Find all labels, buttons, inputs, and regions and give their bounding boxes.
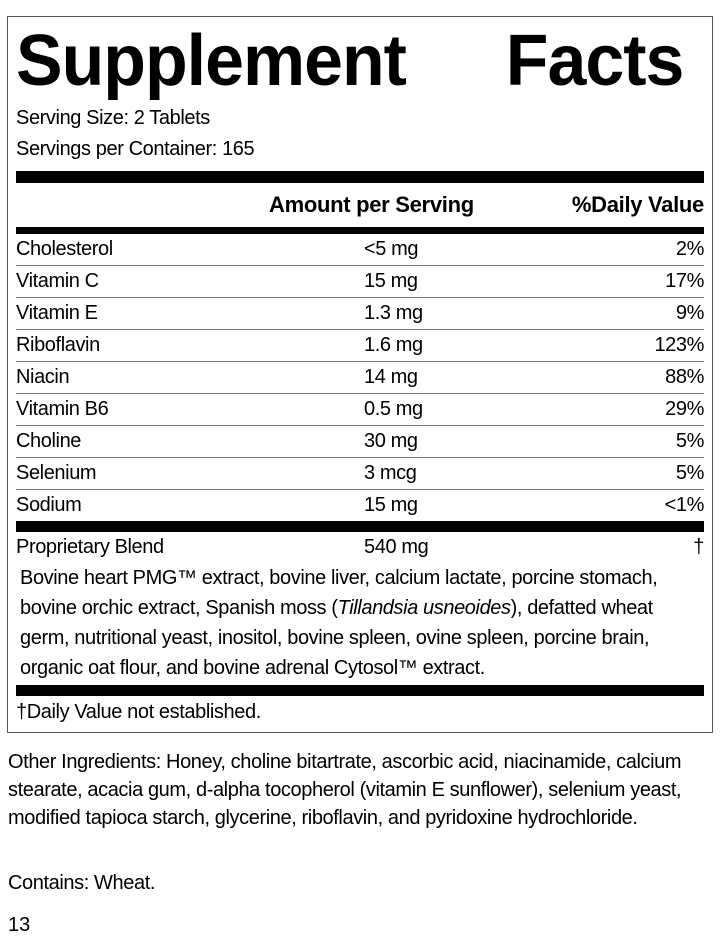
thick-divider	[16, 685, 704, 696]
other-ingredients: Other Ingredients: Honey, choline bitart…	[8, 751, 682, 829]
nutrient-name: Cholesterol	[16, 238, 113, 260]
nutrient-amount: 1.6 mg	[364, 334, 423, 356]
nutrient-name: Niacin	[16, 366, 70, 388]
nutrient-table: Cholesterol <5 mg 2% Vitamin C 15 mg 17% Vitam…	[16, 234, 704, 521]
blend-name: Proprietary Blend	[16, 536, 164, 558]
nutrient-row: Riboflavin 1.6 mg 123%	[16, 330, 704, 362]
servings-per-container: Servings per Container: 165	[16, 138, 255, 160]
nutrient-row: Cholesterol <5 mg 2%	[16, 234, 704, 266]
nutrient-name: Choline	[16, 430, 82, 452]
nutrient-daily-value: 5%	[675, 462, 705, 484]
blend-desc-text: ), defatted wheat germ, nutritional yeas…	[20, 597, 653, 679]
thick-divider	[16, 171, 704, 183]
nutrient-amount: 1.3 mg	[364, 302, 423, 324]
nutrient-amount: 14 mg	[364, 366, 418, 388]
nutrient-daily-value: <1%	[664, 494, 705, 516]
nutrient-daily-value: 123%	[654, 334, 704, 356]
nutrient-name: Selenium	[16, 462, 97, 484]
nutrient-row: Choline 30 mg 5%	[16, 426, 704, 458]
blend-description: Bovine heart PMG™ extract, bovine liver,…	[16, 563, 704, 685]
nutrient-amount: 15 mg	[364, 270, 418, 292]
nutrient-amount: 0.5 mg	[364, 398, 423, 420]
blend-desc-text: Bovine heart PMG™ extract, bovine liver,…	[20, 567, 658, 619]
nutrient-name: Riboflavin	[16, 334, 100, 356]
page-number: 13	[8, 914, 31, 936]
nutrient-amount: 15 mg	[364, 494, 418, 516]
proprietary-blend: Proprietary Blend 540 mg † Bovine heart …	[16, 532, 704, 685]
column-header: Amount per Serving %Daily Value	[16, 183, 704, 227]
medium-divider	[16, 227, 704, 234]
title-word-facts: Facts	[505, 21, 685, 101]
nutrient-amount: 3 mcg	[364, 462, 417, 484]
blend-daily-value: †	[693, 536, 704, 558]
nutrient-row: Vitamin E 1.3 mg 9%	[16, 298, 704, 330]
thick-divider	[16, 521, 704, 532]
nutrient-name: Vitamin E	[16, 302, 98, 324]
allergen-statement: Contains: Wheat.	[8, 872, 156, 894]
supplement-facts-panel: Supplement Facts Serving Size: 2 Tablets…	[7, 16, 713, 733]
nutrient-amount: <5 mg	[364, 238, 419, 260]
nutrient-row: Vitamin C 15 mg 17%	[16, 266, 704, 298]
nutrient-name: Sodium	[16, 494, 82, 516]
nutrient-row: Selenium 3 mcg 5%	[16, 458, 704, 490]
footnote: †Daily Value not established.	[16, 701, 261, 723]
title-word-supplement: Supplement	[16, 21, 407, 101]
nutrient-amount: 30 mg	[364, 430, 418, 452]
serving-size: Serving Size: 2 Tablets	[16, 107, 210, 129]
nutrient-daily-value: 88%	[665, 366, 704, 388]
nutrient-name: Vitamin C	[16, 270, 99, 292]
nutrient-daily-value: 5%	[675, 430, 705, 452]
nutrient-row: Sodium 15 mg <1%	[16, 490, 704, 521]
nutrient-daily-value: 2%	[675, 238, 705, 260]
panel-title: Supplement Facts	[16, 21, 685, 103]
blend-amount: 540 mg	[364, 536, 429, 558]
nutrient-name: Vitamin B6	[16, 398, 109, 420]
daily-value-header: %Daily Value	[571, 192, 704, 217]
nutrient-daily-value: 9%	[675, 302, 705, 324]
nutrient-daily-value: 17%	[665, 270, 704, 292]
nutrient-row: Niacin 14 mg 88%	[16, 362, 704, 394]
nutrient-daily-value: 29%	[665, 398, 704, 420]
amount-header: Amount per Serving	[269, 192, 474, 217]
blend-desc-latin-name: Tillandsia usneoides	[337, 597, 511, 619]
nutrient-row: Vitamin B6 0.5 mg 29%	[16, 394, 704, 426]
